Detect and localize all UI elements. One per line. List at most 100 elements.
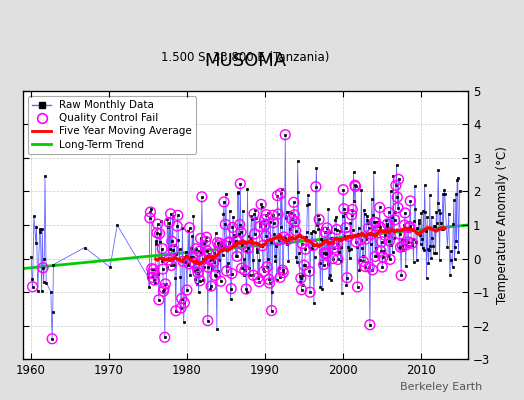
Quality Control Fail — [196, 235, 205, 242]
Quality Control Fail — [288, 216, 296, 222]
Quality Control Fail — [235, 221, 244, 228]
Quality Control Fail — [148, 274, 157, 280]
Quality Control Fail — [224, 240, 233, 246]
Quality Control Fail — [322, 250, 331, 256]
Raw Monthly Data — [281, 236, 288, 241]
Raw Monthly Data — [171, 242, 178, 247]
Quality Control Fail — [291, 228, 300, 234]
Quality Control Fail — [48, 336, 56, 342]
Quality Control Fail — [228, 224, 237, 231]
Quality Control Fail — [185, 224, 194, 231]
Quality Control Fail — [265, 276, 273, 282]
Quality Control Fail — [351, 182, 359, 188]
Quality Control Fail — [236, 180, 245, 187]
Quality Control Fail — [377, 238, 386, 245]
Legend: Raw Monthly Data, Quality Control Fail, Five Year Moving Average, Long-Term Tren: Raw Monthly Data, Quality Control Fail, … — [28, 96, 196, 154]
Quality Control Fail — [290, 212, 299, 218]
Quality Control Fail — [216, 278, 225, 284]
Quality Control Fail — [276, 274, 284, 281]
Quality Control Fail — [383, 221, 391, 227]
Quality Control Fail — [306, 289, 314, 296]
Raw Monthly Data — [396, 246, 402, 251]
Quality Control Fail — [309, 242, 318, 249]
Quality Control Fail — [263, 264, 271, 270]
Quality Control Fail — [222, 268, 231, 274]
Quality Control Fail — [404, 239, 412, 245]
Quality Control Fail — [330, 245, 339, 251]
Quality Control Fail — [169, 247, 178, 253]
Quality Control Fail — [378, 264, 386, 270]
Quality Control Fail — [28, 284, 37, 290]
Quality Control Fail — [225, 239, 233, 245]
Quality Control Fail — [167, 211, 175, 217]
Quality Control Fail — [167, 262, 176, 269]
Quality Control Fail — [340, 206, 348, 212]
Quality Control Fail — [289, 199, 298, 206]
Raw Monthly Data — [28, 255, 35, 260]
Raw Monthly Data — [49, 336, 55, 341]
Quality Control Fail — [328, 240, 336, 247]
Quality Control Fail — [395, 176, 403, 182]
Quality Control Fail — [297, 287, 305, 293]
Y-axis label: Temperature Anomaly (°C): Temperature Anomaly (°C) — [496, 146, 509, 304]
Quality Control Fail — [189, 254, 197, 260]
Quality Control Fail — [194, 270, 202, 276]
Line: Raw Monthly Data: Raw Monthly Data — [30, 133, 461, 340]
Quality Control Fail — [180, 300, 189, 306]
Five Year Moving Average — [152, 256, 159, 261]
Quality Control Fail — [221, 242, 229, 249]
Quality Control Fail — [204, 264, 213, 270]
Quality Control Fail — [155, 297, 163, 303]
Quality Control Fail — [256, 223, 264, 230]
Quality Control Fail — [379, 254, 387, 260]
Quality Control Fail — [339, 186, 347, 193]
Quality Control Fail — [364, 225, 373, 231]
Quality Control Fail — [343, 274, 351, 281]
Quality Control Fail — [177, 305, 185, 311]
Quality Control Fail — [198, 194, 206, 200]
Quality Control Fail — [242, 286, 250, 292]
Quality Control Fail — [280, 234, 288, 240]
Quality Control Fail — [202, 238, 210, 244]
Quality Control Fail — [202, 234, 211, 240]
Quality Control Fail — [298, 240, 307, 247]
Five Year Moving Average — [427, 225, 433, 230]
Quality Control Fail — [254, 275, 262, 281]
Quality Control Fail — [158, 245, 166, 252]
Quality Control Fail — [237, 265, 246, 272]
Five Year Moving Average — [379, 229, 385, 234]
Quality Control Fail — [320, 261, 328, 268]
Quality Control Fail — [148, 266, 156, 272]
Quality Control Fail — [329, 256, 337, 262]
Raw Monthly Data — [387, 257, 393, 262]
Quality Control Fail — [165, 219, 173, 226]
Quality Control Fail — [205, 256, 214, 263]
Quality Control Fail — [260, 216, 269, 223]
Quality Control Fail — [405, 224, 413, 231]
Quality Control Fail — [267, 307, 276, 314]
Quality Control Fail — [275, 237, 283, 243]
Quality Control Fail — [216, 240, 224, 247]
Quality Control Fail — [195, 248, 203, 254]
Quality Control Fail — [366, 322, 374, 328]
Quality Control Fail — [393, 194, 401, 200]
Quality Control Fail — [368, 267, 377, 273]
Raw Monthly Data — [375, 224, 381, 228]
Quality Control Fail — [173, 223, 181, 229]
Quality Control Fail — [266, 280, 274, 286]
Quality Control Fail — [227, 270, 236, 277]
Quality Control Fail — [210, 259, 218, 266]
Quality Control Fail — [300, 262, 308, 268]
Quality Control Fail — [183, 287, 191, 293]
Quality Control Fail — [372, 219, 380, 226]
Quality Control Fail — [178, 295, 186, 302]
Quality Control Fail — [371, 253, 379, 260]
Line: Five Year Moving Average: Five Year Moving Average — [156, 228, 445, 264]
Quality Control Fail — [297, 275, 305, 282]
Quality Control Fail — [232, 238, 241, 244]
Quality Control Fail — [273, 192, 281, 199]
Quality Control Fail — [237, 229, 245, 235]
Quality Control Fail — [191, 260, 199, 266]
Quality Control Fail — [211, 272, 219, 279]
Quality Control Fail — [398, 243, 407, 250]
